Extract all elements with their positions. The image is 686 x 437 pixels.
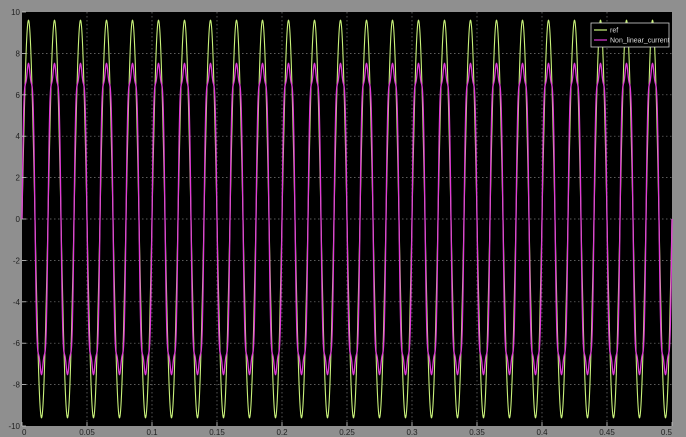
- y-tick-label: 6: [16, 91, 21, 100]
- x-axis-ticks: 0 0.05 0.1 0.15 0.2 0.25 0.3 0.35 0.4 0.45 0.5: [21, 422, 673, 437]
- x-tick-label: 0.45: [599, 428, 615, 437]
- series-line-non-linear-current: [21, 62, 673, 376]
- x-tick-label: 0: [22, 428, 27, 437]
- x-tick-label: 0.15: [209, 428, 225, 437]
- legend: ref Non_linear_current: [590, 22, 670, 48]
- x-tick-label: 0.2: [276, 428, 288, 437]
- x-tick-label: 0.35: [469, 428, 485, 437]
- legend-label: Non_linear_current: [610, 38, 670, 45]
- y-tick-label: -4: [13, 298, 21, 307]
- x-tick-label: 0.1: [146, 428, 158, 437]
- y-tick-label: 4: [16, 132, 21, 141]
- y-tick-label: 8: [16, 49, 21, 58]
- y-axis-ticks: -10 -8 -6 -4 -2 0 2 4 6 8 10: [8, 8, 26, 431]
- x-tick-label: 0.5: [661, 428, 673, 437]
- y-tick-label: -6: [13, 339, 21, 348]
- y-tick-label: 0: [16, 215, 21, 224]
- y-tick-label: -10: [8, 422, 20, 431]
- x-tick-label: 0.05: [79, 428, 95, 437]
- legend-box: [590, 22, 670, 48]
- y-tick-label: 2: [16, 174, 21, 183]
- x-tick-label: 0.4: [536, 428, 548, 437]
- y-tick-label: -8: [13, 381, 21, 390]
- series-layer: [21, 19, 673, 419]
- x-tick-label: 0.3: [406, 428, 418, 437]
- y-tick-label: 10: [11, 8, 20, 17]
- x-tick-label: 0.25: [339, 428, 355, 437]
- y-tick-label: -2: [13, 256, 21, 265]
- legend-label: ref: [610, 28, 618, 35]
